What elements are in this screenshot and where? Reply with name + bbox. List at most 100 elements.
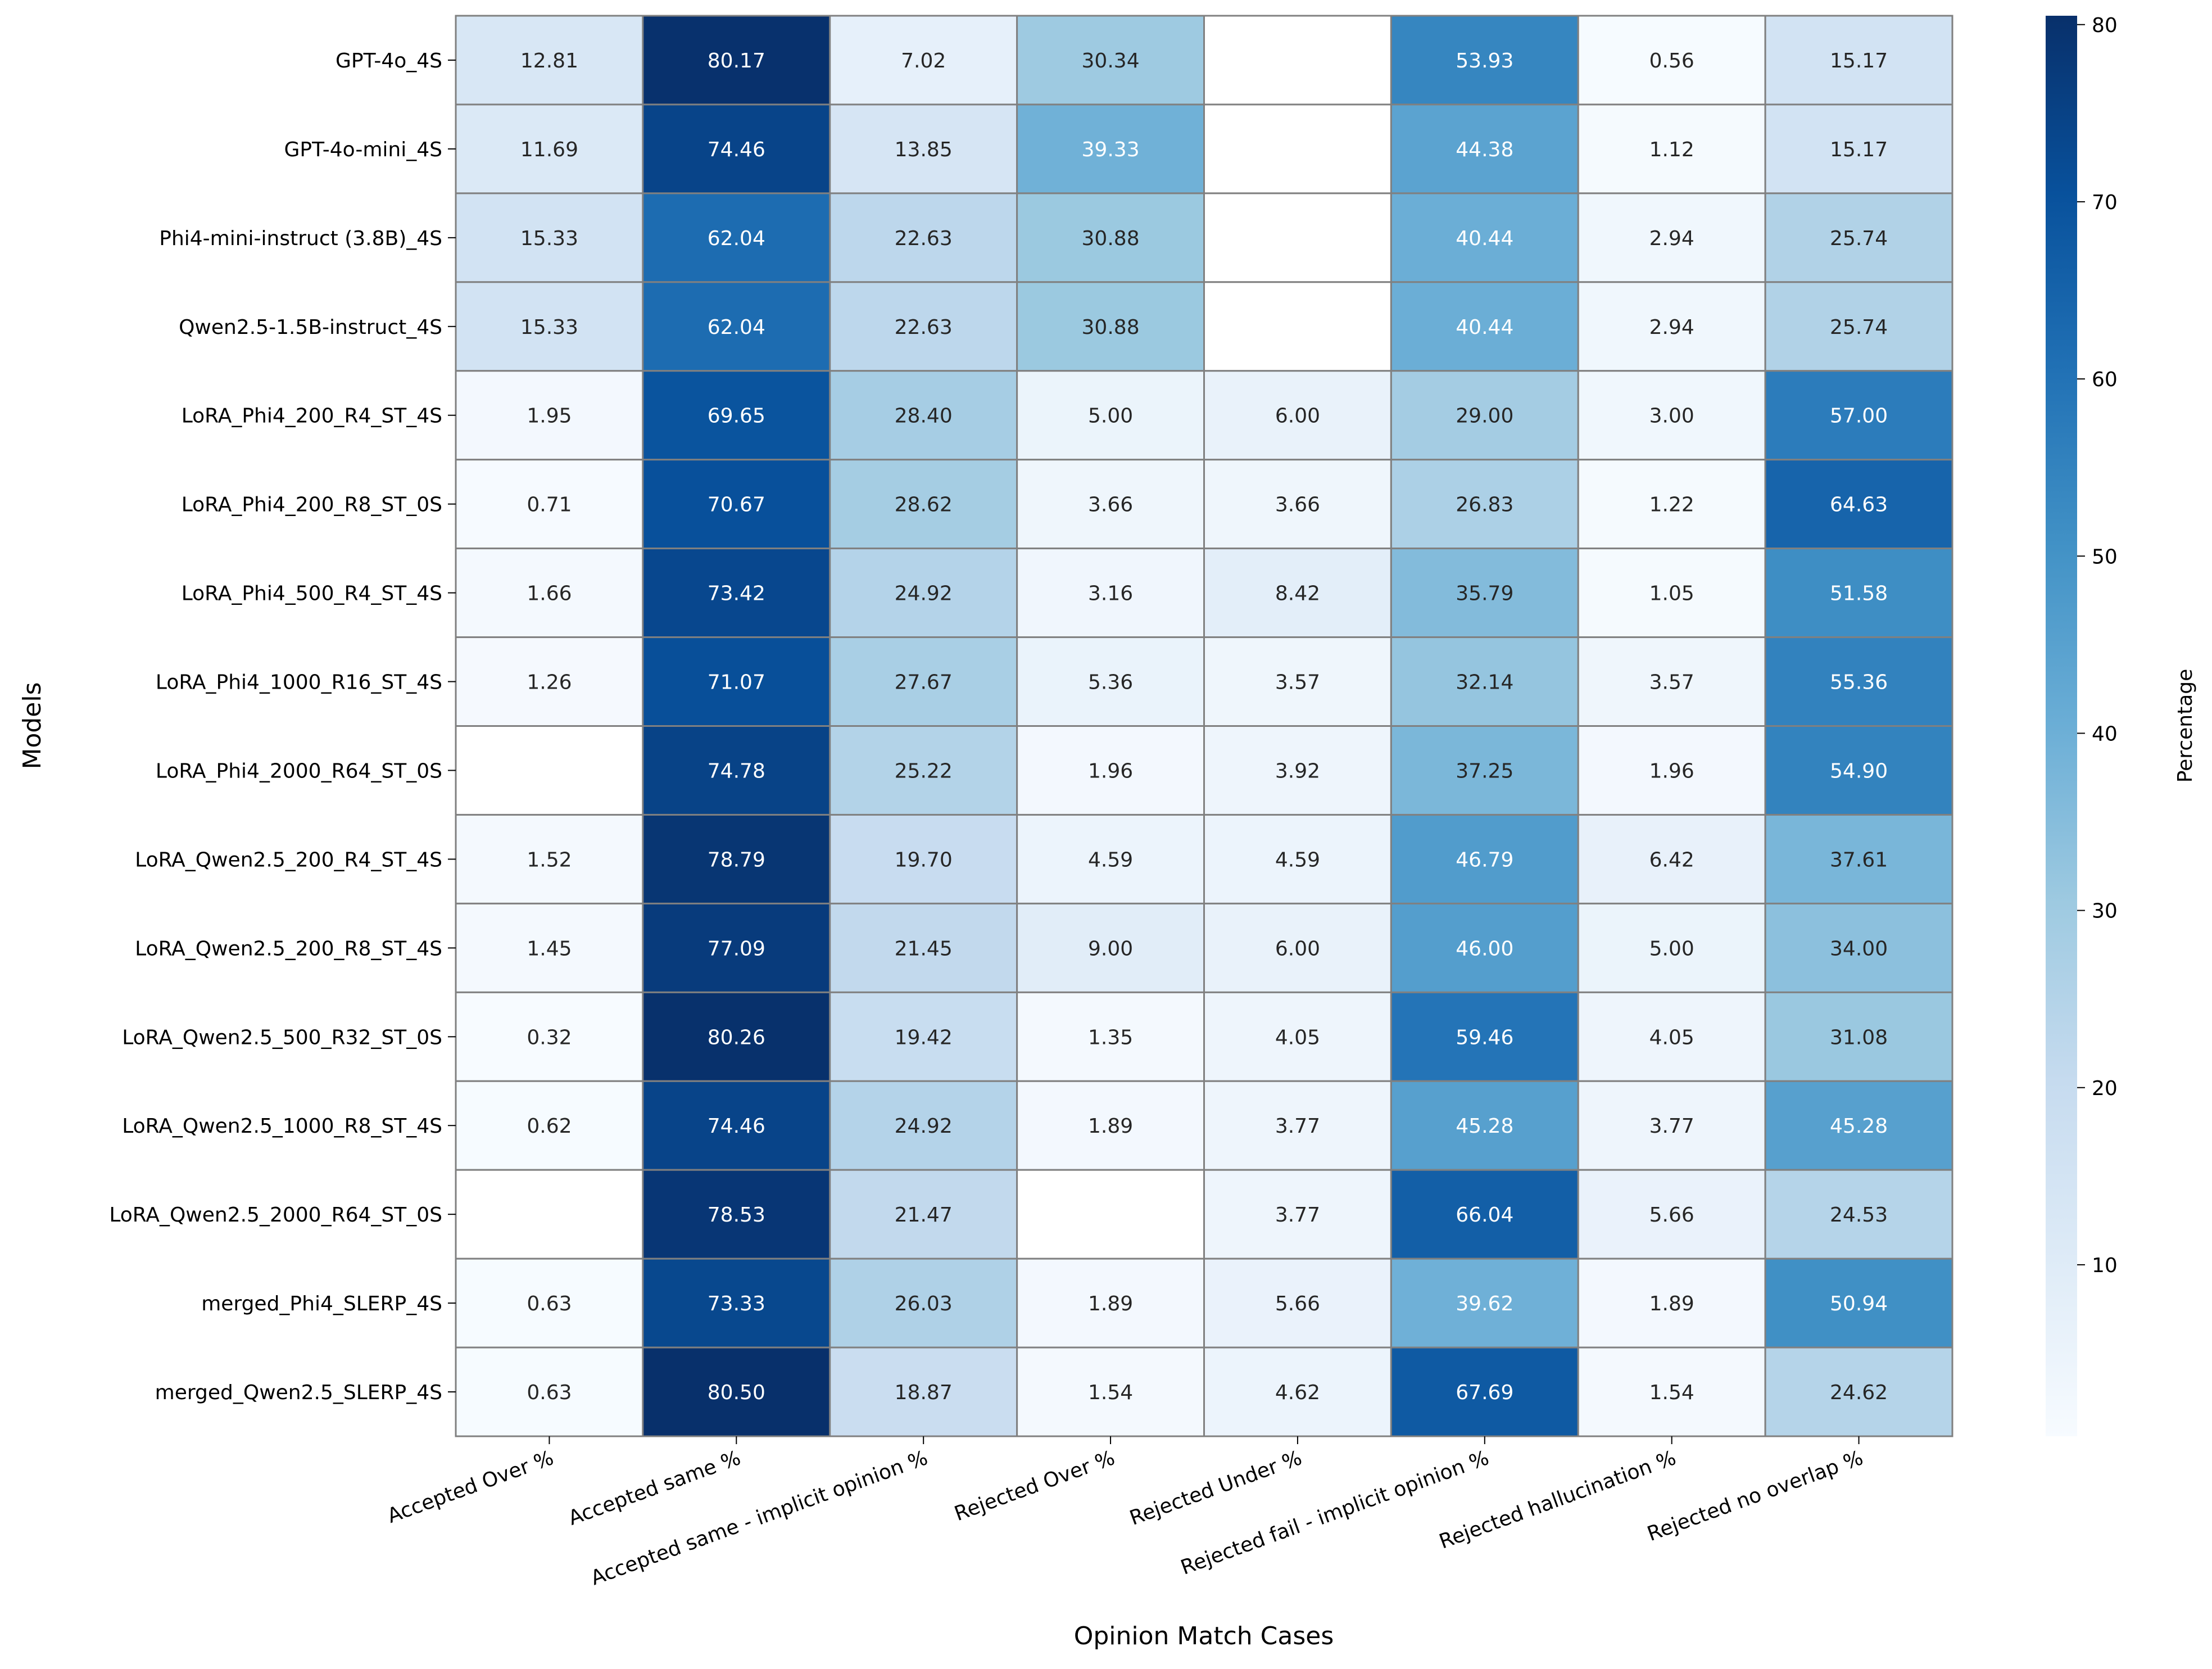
heatmap-cell xyxy=(1203,991,1392,1082)
colorbar-ticks: 10 20 30 40 50 60 70 80 xyxy=(2077,14,2118,1277)
y-tick-label: merged_Phi4_SLERP_4S xyxy=(201,1292,442,1315)
cell-value-label: 1.54 xyxy=(1649,1381,1694,1404)
y-axis-label: Models xyxy=(18,682,47,769)
x-tick-label: Rejected no overlap % xyxy=(1644,1446,1866,1546)
heatmap-cell xyxy=(829,813,1018,904)
heatmap-cell xyxy=(455,459,644,550)
cell-value-label: 1.89 xyxy=(1649,1292,1694,1315)
cell-value-label: 50.94 xyxy=(1830,1292,1888,1315)
cell-value-label: 74.46 xyxy=(708,1115,765,1138)
heatmap-cell xyxy=(455,1080,644,1171)
heatmap-cell xyxy=(1577,370,1766,461)
heatmap-cell xyxy=(1764,902,1953,993)
heatmap-cell xyxy=(1203,725,1392,816)
y-tick-label: Phi4-mini-instruct (3.8B)_4S xyxy=(159,227,442,250)
cell-value-label: 59.46 xyxy=(1456,1026,1513,1049)
heatmap-cell xyxy=(455,548,644,639)
y-tick-label: LoRA_Qwen2.5_200_R8_ST_4S xyxy=(135,937,442,960)
heatmap-cell xyxy=(1577,548,1766,639)
cell-value-label: 1.66 xyxy=(527,582,572,605)
heatmap-cell xyxy=(1577,813,1766,904)
cell-value-label: 3.57 xyxy=(1649,671,1694,694)
y-tick-labels: GPT-4o_4S GPT-4o-mini_4S Phi4-mini-instruc… xyxy=(109,49,456,1404)
y-tick-label: merged_Qwen2.5_SLERP_4S xyxy=(155,1381,442,1404)
cell-value-label: 30.88 xyxy=(1082,227,1140,250)
cell-value-label: 80.26 xyxy=(708,1026,765,1049)
cell-value-label: 31.08 xyxy=(1830,1026,1888,1049)
x-tick-label: Accepted Over % xyxy=(384,1446,557,1528)
heatmap-cell xyxy=(829,1258,1018,1349)
heatmap-cell xyxy=(1390,192,1579,283)
colorbar-tick-label: 10 xyxy=(2092,1254,2118,1277)
cell-value-label: 46.00 xyxy=(1456,937,1513,960)
cell-value-label: 26.03 xyxy=(895,1292,953,1315)
cell-value-label: 45.28 xyxy=(1456,1115,1513,1138)
cell-value-label: 1.52 xyxy=(527,848,572,871)
cell-value-label: 24.62 xyxy=(1830,1381,1888,1404)
y-tick-label: LoRA_Qwen2.5_200_R4_ST_4S xyxy=(135,848,442,871)
heatmap-cell xyxy=(1390,902,1579,993)
y-tick-label: LoRA_Phi4_200_R4_ST_4S xyxy=(182,405,442,428)
cell-value-label: 5.66 xyxy=(1275,1292,1320,1315)
cell-value-label: 6.00 xyxy=(1275,937,1320,960)
heatmap-cell xyxy=(1577,459,1766,550)
cell-value-label: 39.62 xyxy=(1456,1292,1513,1315)
heatmap-cell xyxy=(1203,281,1392,372)
cell-value-label: 4.05 xyxy=(1649,1026,1694,1049)
heatmap-cell xyxy=(642,15,831,106)
heatmap-cell xyxy=(829,1346,1018,1437)
heatmap-cell xyxy=(1390,1346,1579,1437)
heatmap-cell xyxy=(1016,991,1205,1082)
cell-value-label: 57.00 xyxy=(1830,405,1888,428)
heatmap-cell xyxy=(1764,459,1953,550)
cell-value-label: 2.94 xyxy=(1649,227,1694,250)
heatmap-cell xyxy=(1016,281,1205,372)
cell-value-label: 6.00 xyxy=(1275,405,1320,428)
cell-value-label: 3.77 xyxy=(1275,1115,1320,1138)
y-tick-label: LoRA_Qwen2.5_2000_R64_ST_0S xyxy=(109,1204,442,1227)
cell-value-label: 28.62 xyxy=(895,494,953,517)
cell-value-label: 26.83 xyxy=(1456,494,1513,517)
y-tick-label: GPT-4o_4S xyxy=(336,49,442,73)
y-tick-label: LoRA_Phi4_2000_R64_ST_0S xyxy=(156,759,442,783)
cell-value-label: 21.45 xyxy=(895,937,953,960)
cell-value-label: 80.50 xyxy=(708,1381,765,1404)
cell-value-label: 1.96 xyxy=(1088,759,1133,783)
heatmap-cell xyxy=(642,1258,831,1349)
heatmap-cell xyxy=(829,459,1018,550)
x-axis-label: Opinion Match Cases xyxy=(1074,1622,1334,1650)
cell-value-label: 4.59 xyxy=(1088,848,1133,871)
cell-value-label: 12.81 xyxy=(520,49,578,73)
cell-value-label: 1.95 xyxy=(527,405,572,428)
cell-value-label: 70.67 xyxy=(708,494,765,517)
heatmap-cell xyxy=(1203,548,1392,639)
colorbar-label: Percentage xyxy=(2174,669,2197,783)
colorbar xyxy=(2046,16,2077,1436)
cell-value-label: 1.05 xyxy=(1649,582,1694,605)
cell-value-label: 11.69 xyxy=(520,138,578,161)
cell-value-label: 4.05 xyxy=(1275,1026,1320,1049)
cell-value-label: 44.38 xyxy=(1456,138,1513,161)
cell-value-label: 77.09 xyxy=(708,937,765,960)
cell-value-label: 15.33 xyxy=(520,227,578,250)
heatmap-cell xyxy=(642,725,831,816)
heatmap-cell xyxy=(1577,15,1766,106)
colorbar-tick-label: 80 xyxy=(2092,14,2118,37)
y-tick-label: GPT-4o-mini_4S xyxy=(284,138,442,161)
cell-value-label: 78.79 xyxy=(708,848,765,871)
heatmap-cell xyxy=(455,813,644,904)
cell-value-label: 15.17 xyxy=(1830,49,1888,73)
cell-value-label: 30.88 xyxy=(1082,316,1140,339)
heatmap-cell xyxy=(1577,281,1766,372)
colorbar-tick-label: 60 xyxy=(2092,368,2118,391)
cell-value-label: 15.33 xyxy=(520,316,578,339)
heatmap-cell xyxy=(642,1346,831,1437)
cell-value-label: 1.12 xyxy=(1649,138,1694,161)
heatmap-cell xyxy=(1764,725,1953,816)
cell-value-label: 25.74 xyxy=(1830,316,1888,339)
heatmap-cell xyxy=(1016,902,1205,993)
heatmap-cell xyxy=(829,902,1018,993)
cell-value-label: 73.42 xyxy=(708,582,765,605)
heatmap-cell xyxy=(1016,636,1205,727)
cell-value-label: 3.92 xyxy=(1275,759,1320,783)
